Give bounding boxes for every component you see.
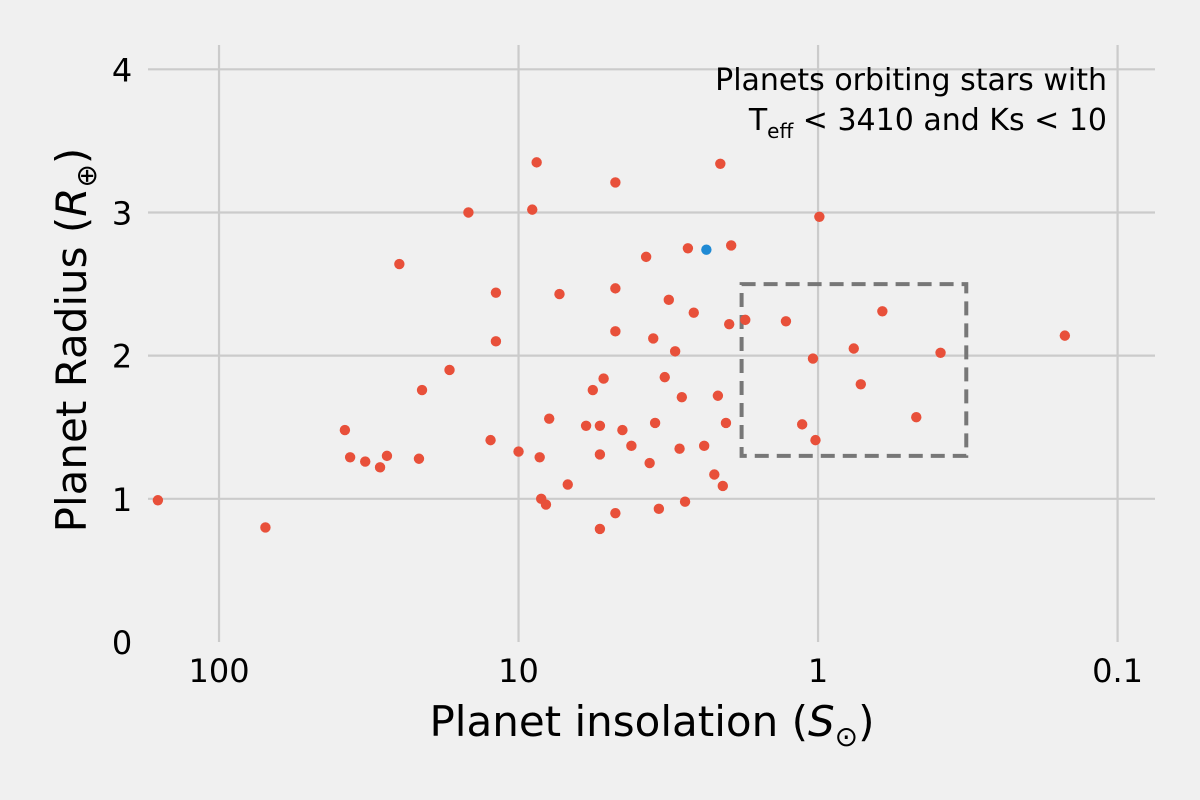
- point-s0-59: [796, 419, 808, 430]
- point-s0-3: [344, 452, 356, 463]
- point-s0-56: [725, 240, 737, 251]
- point-s0-37: [644, 457, 655, 469]
- point-s0-34: [617, 424, 628, 436]
- point-s0-17: [531, 157, 542, 168]
- point-s0-4: [360, 456, 371, 467]
- point-s0-42: [663, 294, 675, 306]
- point-s0-46: [679, 496, 691, 507]
- point-s0-40: [653, 503, 665, 515]
- highlight-box: [739, 282, 969, 458]
- point-s0-15: [513, 446, 524, 457]
- point-s0-36: [640, 251, 652, 263]
- point-s0-27: [594, 420, 606, 432]
- point-s0-14: [490, 336, 502, 347]
- point-s0-24: [580, 420, 592, 432]
- point-s0-51: [712, 390, 724, 401]
- y-tick-label-4: 4: [112, 51, 132, 89]
- point-s0-18: [534, 452, 545, 463]
- point-s0-30: [610, 177, 621, 188]
- point-s0-11: [463, 207, 474, 218]
- point-s0-23: [562, 479, 573, 490]
- x-tick-labels: 100 10 1 0.1: [188, 652, 1143, 690]
- point-s0-57: [740, 314, 751, 326]
- point-s0-29: [598, 373, 609, 384]
- point-s0-50: [709, 469, 720, 480]
- point-s0-61: [810, 434, 821, 446]
- point-s0-39: [649, 417, 661, 429]
- point-s0-62: [814, 211, 825, 222]
- point-s0-47: [682, 243, 694, 254]
- point-s0-1: [260, 522, 271, 533]
- point-s0-21: [544, 413, 555, 424]
- x-axis-label: Planet insolation (S⊙): [429, 697, 874, 753]
- point-s0-22: [554, 288, 565, 300]
- y-axis-label: Planet Radius (R⊕): [47, 148, 103, 533]
- point-s0-43: [669, 346, 681, 357]
- point-s0-12: [485, 434, 496, 446]
- annotation-line-1: Planets orbiting stars with: [715, 63, 1107, 98]
- point-s0-10: [444, 364, 455, 376]
- point-s1-0: [701, 244, 712, 255]
- point-s0-60: [807, 353, 819, 364]
- x-tick-label-0: 100: [188, 652, 249, 690]
- point-s0-66: [911, 412, 922, 423]
- point-s0-20: [540, 499, 552, 510]
- point-s0-54: [720, 417, 732, 429]
- point-s0-9: [416, 384, 428, 396]
- point-s0-32: [610, 326, 621, 337]
- point-s0-31: [610, 283, 621, 294]
- point-s0-38: [648, 333, 659, 344]
- y-tick-label-2: 2: [112, 338, 132, 376]
- point-s0-48: [688, 307, 699, 318]
- y-tick-labels: 0 1 2 3 4: [112, 51, 132, 662]
- y-tick-label-1: 1: [112, 481, 132, 519]
- point-s0-13: [490, 287, 502, 298]
- point-s0-7: [394, 258, 405, 270]
- point-s0-53: [717, 480, 728, 492]
- point-s0-41: [659, 371, 670, 383]
- point-s0-28: [594, 523, 606, 535]
- x-tick-label-1: 10: [498, 652, 539, 690]
- highlight-box-layer: [739, 282, 969, 458]
- point-s0-0: [152, 495, 164, 506]
- x-tick-label-2: 1: [808, 652, 828, 690]
- point-s0-2: [339, 424, 351, 436]
- point-s0-67: [935, 347, 946, 358]
- data-points: [152, 157, 1071, 535]
- point-s0-35: [626, 440, 637, 452]
- point-s0-52: [715, 158, 726, 170]
- point-s0-63: [848, 343, 859, 354]
- x-tick-label-3: 0.1: [1092, 652, 1143, 690]
- point-s0-64: [855, 379, 866, 390]
- point-s0-58: [780, 316, 792, 327]
- point-s0-45: [676, 391, 688, 403]
- point-s0-16: [527, 204, 538, 215]
- point-s0-25: [587, 384, 599, 396]
- point-s0-5: [374, 462, 386, 473]
- point-s0-65: [877, 306, 888, 317]
- y-tick-label-0: 0: [112, 624, 132, 662]
- point-s0-33: [610, 507, 621, 519]
- y-tick-label-3: 3: [112, 194, 132, 232]
- point-s0-68: [1059, 330, 1071, 341]
- point-s0-8: [413, 453, 425, 464]
- point-s0-49: [698, 440, 710, 452]
- point-s0-55: [724, 318, 735, 330]
- point-s0-26: [594, 449, 606, 460]
- point-s0-44: [674, 443, 685, 454]
- annotation-line-2: Teff < 3410 and Ks < 10: [748, 103, 1107, 143]
- point-s0-6: [381, 450, 393, 462]
- grid: [148, 45, 1155, 642]
